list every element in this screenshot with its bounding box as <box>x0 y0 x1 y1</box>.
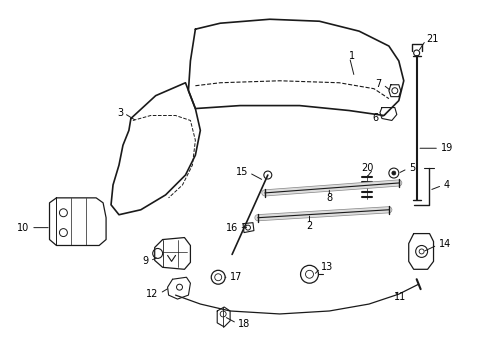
Text: 10: 10 <box>18 222 30 233</box>
Text: 17: 17 <box>230 272 242 282</box>
Text: 14: 14 <box>438 239 450 249</box>
Text: 15: 15 <box>235 167 247 177</box>
Text: 11: 11 <box>393 292 405 302</box>
Text: 12: 12 <box>146 289 158 299</box>
Text: 19: 19 <box>440 143 452 153</box>
Text: 7: 7 <box>375 79 381 89</box>
Text: 13: 13 <box>321 262 333 272</box>
Text: 2: 2 <box>306 221 312 231</box>
Text: 16: 16 <box>225 222 238 233</box>
Text: 20: 20 <box>361 163 373 173</box>
Text: 3: 3 <box>117 108 122 117</box>
Text: 1: 1 <box>348 51 355 61</box>
Circle shape <box>391 171 395 175</box>
Text: 8: 8 <box>325 193 332 203</box>
Text: 9: 9 <box>142 256 148 266</box>
Text: 18: 18 <box>238 319 250 329</box>
Text: 4: 4 <box>443 180 448 190</box>
Text: 6: 6 <box>372 113 378 123</box>
Text: 5: 5 <box>408 163 414 173</box>
Text: 21: 21 <box>426 34 438 44</box>
